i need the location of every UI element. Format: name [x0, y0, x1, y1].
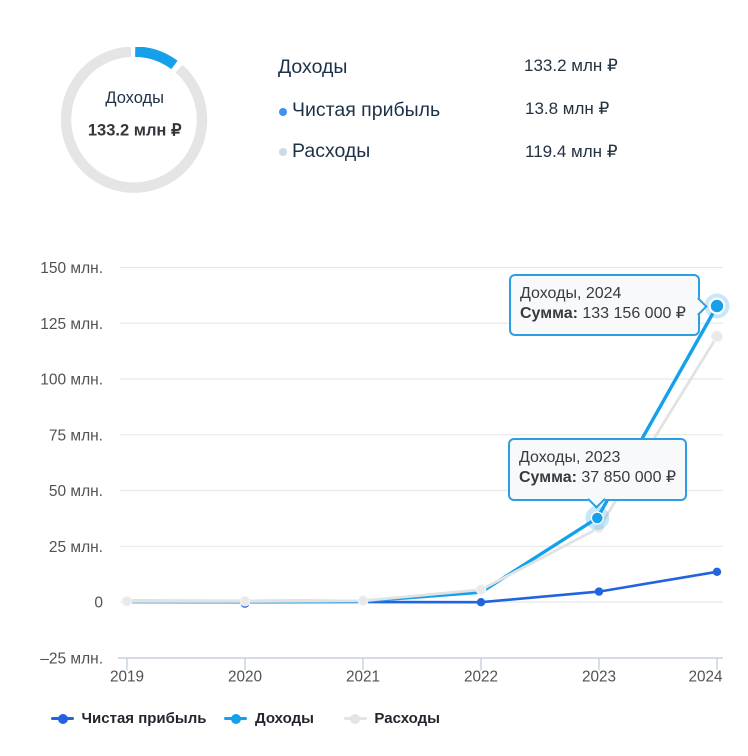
svg-text:50 млн.: 50 млн. [49, 483, 103, 500]
svg-text:133.2 млн ₽: 133.2 млн ₽ [88, 121, 182, 139]
svg-text:2020: 2020 [228, 669, 262, 686]
svg-text:–25 млн.: –25 млн. [40, 650, 103, 667]
svg-text:2019: 2019 [110, 669, 144, 686]
svg-text:2024: 2024 [688, 669, 723, 686]
svg-text:Доходы: Доходы [105, 89, 164, 107]
svg-text:100 млн.: 100 млн. [40, 372, 103, 389]
svg-text:2022: 2022 [464, 669, 498, 686]
svg-text:2021: 2021 [346, 669, 380, 686]
svg-text:25 млн.: 25 млн. [49, 539, 103, 556]
svg-text:75 млн.: 75 млн. [49, 427, 103, 444]
svg-text:125 млн.: 125 млн. [40, 316, 103, 333]
svg-text:150 млн.: 150 млн. [40, 260, 103, 277]
svg-text:2023: 2023 [582, 669, 616, 686]
svg-text:0: 0 [94, 595, 103, 612]
